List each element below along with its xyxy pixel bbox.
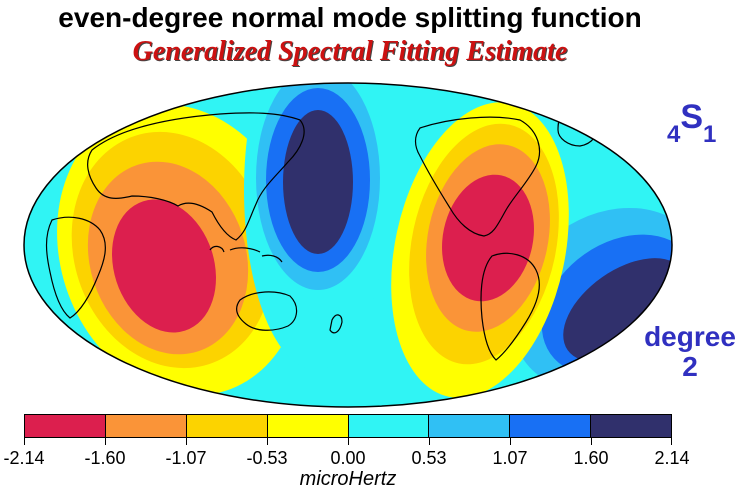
coastlines [45, 112, 598, 361]
colorbar-segment [429, 415, 511, 437]
colorbar-unit-label: microHertz [299, 468, 397, 490]
colorbar-tick-labels: -2.14 -1.60 -1.07 -0.53 0.00 0.53 1.07 1.60 2.14 [3, 448, 689, 468]
colorbar-tick [24, 438, 25, 445]
coastline-south-america [480, 252, 540, 361]
colorbar-tick [671, 438, 672, 445]
colorbar-tick [591, 438, 592, 445]
anomaly-indian-ocean-low [57, 104, 303, 396]
colorbar-segment [186, 415, 268, 437]
colorbar-segment [510, 415, 592, 437]
colorbar-segment [105, 415, 187, 437]
mode-label: 4S1 [667, 98, 716, 148]
mode-type: S [680, 98, 704, 136]
colorbar-tick-label: -2.14 [3, 448, 45, 468]
colorbar [24, 414, 672, 438]
coastline-north-america [414, 116, 541, 237]
colorbar-tick-label: 1.60 [573, 448, 609, 468]
coastline-indonesia [209, 245, 283, 263]
map-title: even-degree normal mode splitting functi… [58, 2, 642, 33]
colorbar-segment [25, 415, 106, 437]
colorbar-tick [105, 438, 106, 445]
colorbar-tick [429, 438, 430, 445]
globe-outline [23, 82, 673, 408]
splitting-function-map [23, 82, 673, 408]
colorbar-segment [591, 415, 671, 437]
contour-level [442, 174, 534, 302]
colorbar-tick-label: 0.00 [330, 448, 366, 468]
coastline-africa [45, 216, 106, 319]
colorbar-tick [510, 438, 511, 445]
colorbar-tick-label: 1.07 [492, 448, 528, 468]
degree-label: degree 2 [632, 322, 748, 382]
map-field [24, 83, 672, 407]
colorbar-segment [267, 415, 349, 437]
colorbar-tick-label: 2.14 [654, 448, 690, 468]
map-subtitle: Generalized Spectral Fitting Estimate [132, 36, 568, 67]
colorbar-ticks [24, 438, 672, 446]
colorbar-tick-label: -0.53 [246, 448, 288, 468]
colorbar-tick [186, 438, 187, 445]
mode-degree: 1 [703, 121, 717, 148]
colorbar-tick-label: -1.07 [165, 448, 207, 468]
coastline-new-zealand [329, 314, 343, 334]
anomaly-western-pacific-high [244, 83, 388, 370]
colorbar-tick-label: 0.53 [411, 448, 447, 468]
mode-overtone: 4 [667, 121, 681, 148]
degree-word: degree [644, 321, 736, 352]
colorbar-tick-label: -1.60 [84, 448, 126, 468]
contour-level [283, 110, 353, 254]
contour-level [112, 199, 216, 333]
coastline-australia [236, 291, 298, 331]
colorbar-segment [348, 415, 430, 437]
coastline-eurasia [87, 112, 305, 241]
degree-number: 2 [682, 351, 698, 382]
colorbar-tick [348, 438, 349, 445]
colorbar-tick [267, 438, 268, 445]
